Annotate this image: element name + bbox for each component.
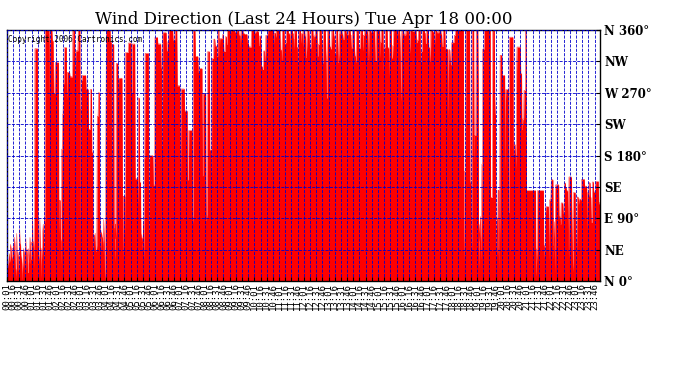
Text: Copyright 2006 Cartronics.com: Copyright 2006 Cartronics.com bbox=[8, 35, 142, 44]
Title: Wind Direction (Last 24 Hours) Tue Apr 18 00:00: Wind Direction (Last 24 Hours) Tue Apr 1… bbox=[95, 12, 513, 28]
